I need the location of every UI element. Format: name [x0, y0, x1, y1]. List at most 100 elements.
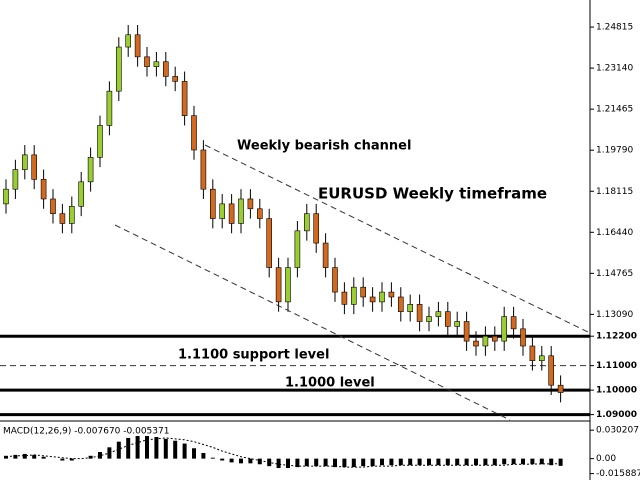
candle-body	[69, 206, 75, 224]
y-tick-label: 1.09000	[596, 410, 637, 420]
macd-bar	[455, 458, 460, 466]
macd-bar	[192, 448, 196, 459]
y-tick-label: 1.18115	[596, 187, 633, 197]
candle-body	[294, 230, 301, 268]
macd-bar	[32, 454, 37, 459]
candle-body	[191, 115, 197, 151]
candle-body	[369, 296, 376, 303]
candle-body	[181, 81, 188, 116]
macd-bar	[173, 440, 178, 459]
candle-body	[510, 316, 517, 330]
macd-bar	[492, 458, 497, 466]
candle-body	[520, 328, 526, 347]
candle-body	[538, 355, 545, 362]
macd-bar	[295, 458, 300, 468]
candle-body	[21, 154, 28, 170]
macd-bar	[549, 458, 554, 466]
macd-bar	[248, 458, 253, 464]
macd-bar	[351, 458, 356, 468]
annotation: 1.1100 support level	[178, 348, 329, 363]
candle-body	[529, 345, 536, 362]
y-tick-label: -0.015887	[596, 469, 640, 479]
macd-bar	[333, 458, 337, 468]
macd-bar	[257, 458, 262, 465]
candle-body	[219, 203, 225, 219]
macd-bar	[210, 457, 215, 459]
candle-body	[238, 198, 244, 224]
macd-bar	[145, 436, 149, 459]
candle-body	[463, 321, 470, 342]
y-tick-label: 1.13090	[596, 310, 633, 320]
y-tick-label: 1.12200	[596, 332, 637, 342]
candle-body	[40, 179, 47, 200]
candle-body	[106, 90, 113, 126]
candle-body	[210, 188, 216, 219]
y-tick-label: 1.19790	[596, 146, 633, 156]
candle-body	[473, 340, 479, 347]
plot	[0, 24, 590, 417]
macd-bar	[464, 458, 469, 466]
macd-bar	[323, 458, 328, 467]
macd-bar	[342, 458, 347, 468]
candle-body	[548, 355, 555, 386]
candle-body	[360, 286, 367, 298]
macd-bar	[135, 436, 140, 459]
macd-bar	[436, 458, 441, 466]
candle-body	[285, 267, 291, 303]
macd-bar	[154, 436, 159, 459]
candle-body	[416, 304, 423, 322]
candle-body	[397, 296, 404, 312]
macd-bar	[417, 458, 422, 466]
channel-lower	[114, 224, 511, 421]
candle-body	[407, 304, 414, 312]
candle-body	[59, 213, 66, 224]
macd-bar	[389, 458, 394, 466]
candle-body	[50, 198, 56, 214]
candle-body	[247, 198, 254, 210]
candle-body	[12, 169, 19, 190]
macd-bar	[539, 458, 544, 465]
candle-body	[163, 61, 169, 77]
macd-bar	[116, 441, 121, 459]
y-tick-label: 1.14765	[596, 269, 633, 279]
macd-bar	[41, 456, 46, 459]
y-tick-label: 0.030207	[596, 426, 639, 436]
candle-body	[379, 291, 385, 303]
candle-body	[275, 267, 282, 303]
candle-body	[97, 125, 103, 158]
candle-body	[341, 291, 348, 305]
candle-body	[322, 242, 329, 268]
macd-bar	[60, 458, 65, 461]
y-tick-label: 1.24815	[596, 23, 633, 33]
candle-body	[454, 321, 461, 327]
y-tick-label: 1.10000	[596, 386, 637, 396]
candle-body	[200, 149, 207, 190]
macd-bar	[220, 458, 225, 461]
macd-bar	[201, 452, 206, 459]
candle-body	[557, 384, 564, 393]
candle-body	[332, 267, 338, 293]
candle-body	[435, 311, 442, 317]
candle-body	[444, 311, 451, 327]
macd-bar	[276, 458, 281, 469]
macd-bar	[239, 458, 243, 464]
candle-body	[491, 335, 498, 342]
candle-body	[350, 286, 357, 305]
y-tick-label: 1.21465	[596, 105, 633, 115]
chart-title: EURUSD Weekly timeframe	[318, 185, 547, 203]
candle-body	[3, 188, 9, 205]
macd-bar	[370, 458, 375, 467]
candle-body	[144, 56, 150, 67]
macd-bar	[314, 458, 319, 467]
macd-bar	[558, 458, 563, 466]
macd-bar	[69, 458, 74, 461]
candle-body	[134, 34, 141, 58]
candle-body	[256, 208, 263, 219]
candle-body	[31, 154, 38, 180]
macd-bar	[361, 458, 366, 467]
y-tick-label: 1.16440	[596, 228, 633, 238]
macd-bar	[408, 458, 413, 466]
macd-bar	[502, 458, 507, 465]
